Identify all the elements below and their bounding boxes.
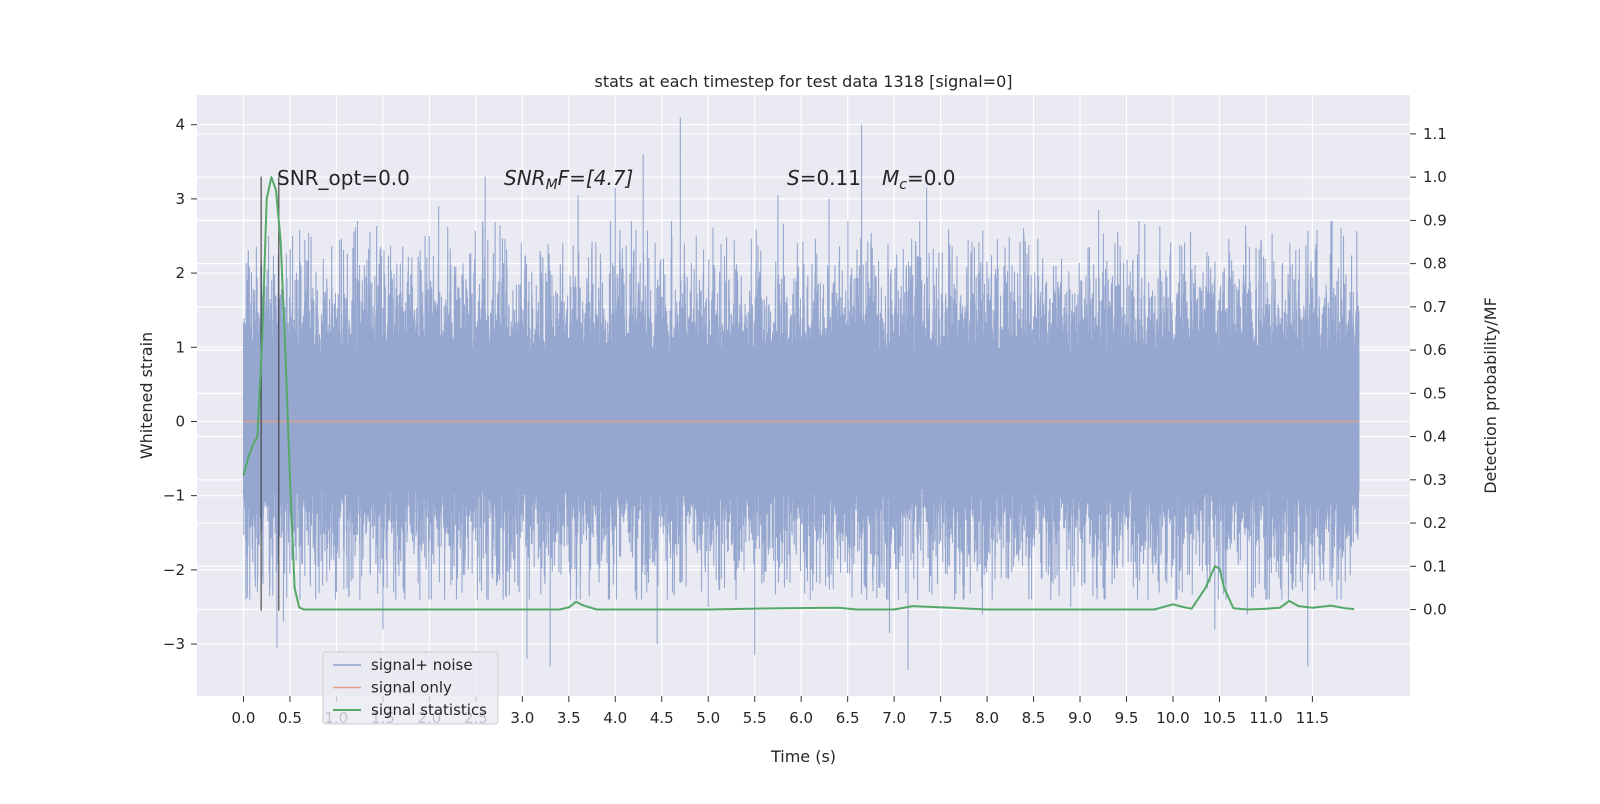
annotation-snr-opt: SNR_opt=0.0	[277, 166, 410, 190]
y-right-tick-label-5: 0.5	[1423, 384, 1447, 402]
y-right-tick-label-1: 0.1	[1423, 557, 1447, 575]
y-right-tick-label-8: 0.8	[1423, 255, 1447, 273]
x-tick-label-9: 4.5	[650, 709, 674, 727]
noise-series-layer	[242, 117, 1360, 670]
y-left-tick-label-0: −3	[163, 635, 185, 653]
y-axis-right-label: Detection probability/MF	[1481, 297, 1500, 494]
x-tick-label-7: 3.5	[557, 709, 581, 727]
y-right-tick-label-2: 0.2	[1423, 514, 1447, 532]
x-tick-label-17: 8.5	[1022, 709, 1046, 727]
y-left-tick-label-1: −2	[163, 561, 185, 579]
x-tick-label-18: 9.0	[1068, 709, 1092, 727]
x-tick-label-11: 5.5	[743, 709, 767, 727]
x-tick-label-20: 10.0	[1156, 709, 1189, 727]
y-right-tick-label-10: 1.0	[1423, 168, 1447, 186]
annotation-s-value: =0.11	[800, 166, 861, 190]
legend: signal+ noise signal only signal statist…	[322, 651, 499, 725]
x-tick-label-14: 7.0	[882, 709, 906, 727]
x-tick-label-8: 4.0	[603, 709, 627, 727]
x-tick-label-22: 11.0	[1249, 709, 1282, 727]
y-left-tick-label-6: 3	[175, 190, 185, 208]
legend-label-noise: signal+ noise	[371, 656, 473, 674]
y-right-tick-label-6: 0.6	[1423, 341, 1447, 359]
legend-box	[322, 651, 499, 725]
annotation-snr-mf-f: F=[4.7]	[558, 166, 634, 190]
y-left-tick-label-7: 4	[175, 116, 185, 134]
x-tick-label-13: 6.5	[836, 709, 860, 727]
annotation-snr-mf-main: SNR	[504, 166, 546, 190]
series-signal-statistics-line	[242, 176, 1355, 611]
y-axis-left-label: Whitened strain	[137, 332, 156, 459]
y-right-tick-label-4: 0.4	[1423, 428, 1447, 446]
y-right-tick-label-9: 0.9	[1423, 211, 1447, 229]
tick-labels-layer: 0.00.51.01.52.02.53.03.54.04.55.05.56.06…	[163, 116, 1447, 727]
annotation-mc-value: =0.0	[907, 166, 956, 190]
statistics-series-layer	[242, 176, 1355, 611]
x-tick-label-10: 5.0	[696, 709, 720, 727]
x-tick-label-6: 3.0	[510, 709, 534, 727]
x-tick-label-19: 9.5	[1115, 709, 1139, 727]
x-tick-label-15: 7.5	[929, 709, 953, 727]
x-tick-label-21: 10.5	[1203, 709, 1236, 727]
legend-label-signal: signal only	[371, 679, 452, 697]
legend-label-statistics: signal statistics	[371, 701, 487, 719]
chart-title: stats at each timestep for test data 131…	[594, 72, 1012, 91]
y-right-tick-label-3: 0.3	[1423, 471, 1447, 489]
x-tick-label-12: 6.0	[789, 709, 813, 727]
annotation-mc-main: M	[882, 166, 899, 190]
annotation-mc: Mc=0.0	[882, 166, 956, 193]
y-right-tick-label-11: 1.1	[1423, 125, 1447, 143]
series-signal-noise-line	[242, 117, 1360, 670]
annotation-s-main: S	[787, 166, 800, 190]
annotation-s: S=0.11	[787, 166, 861, 190]
x-tick-label-1: 0.5	[278, 709, 302, 727]
y-left-tick-label-4: 1	[175, 338, 185, 356]
y-left-tick-label-2: −1	[163, 487, 185, 505]
y-right-tick-label-0: 0.0	[1423, 601, 1447, 619]
x-tick-label-23: 11.5	[1296, 709, 1329, 727]
annotation-snr-mf-sub: M	[546, 177, 558, 193]
x-axis-label: Time (s)	[770, 747, 836, 766]
x-tick-label-0: 0.0	[232, 709, 256, 727]
y-right-tick-label-7: 0.7	[1423, 298, 1447, 316]
y-left-tick-label-5: 2	[175, 264, 185, 282]
vertical-markers-layer	[260, 176, 280, 611]
annotation-snr-mf: SNRMF=[4.7]	[504, 166, 633, 193]
annotation-mc-sub: c	[899, 177, 907, 193]
y-left-tick-label-3: 0	[175, 412, 185, 430]
x-tick-label-16: 8.0	[975, 709, 999, 727]
